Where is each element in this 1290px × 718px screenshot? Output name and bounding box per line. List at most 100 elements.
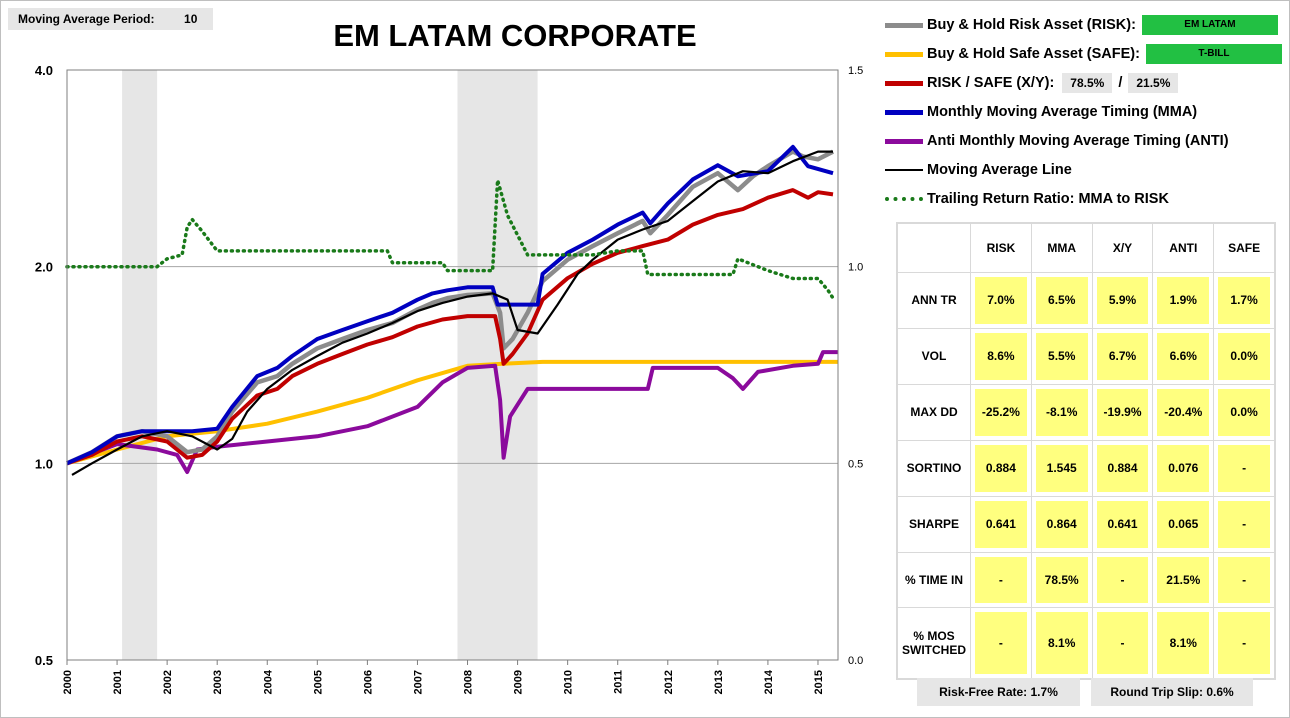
risk-swatch	[885, 22, 923, 28]
risk-asset-tag[interactable]: EM LATAM	[1141, 15, 1278, 35]
series-line-safe	[66, 359, 838, 466]
stats-cell: 0.0%	[1218, 388, 1270, 436]
stats-row-label: % MOS SWITCHED	[897, 607, 971, 679]
series-line-x-y	[66, 188, 834, 466]
legend-ratio-label: Trailing Return Ratio: MMA to RISK	[927, 191, 1169, 207]
stats-cell-td: 6.5%	[1030, 272, 1093, 329]
x-tick-label: 2005	[312, 670, 324, 694]
stats-cell: 5.5%	[1035, 332, 1088, 380]
stats-cell-td: 6.7%	[1091, 327, 1154, 385]
stats-corner	[897, 223, 971, 273]
stats-cell: 8.1%	[1035, 612, 1088, 674]
series-line-anti	[66, 350, 838, 474]
stats-cell-td: 0.864	[1030, 495, 1093, 553]
stats-cell-td: 78.5%	[1030, 551, 1093, 609]
stats-cell-td: -	[1213, 607, 1275, 679]
legend-xy-label: RISK / SAFE (X/Y):	[927, 75, 1055, 91]
stats-cell-td: 5.5%	[1030, 327, 1093, 385]
plot-area	[67, 70, 838, 660]
legend-anti-label: Anti Monthly Moving Average Timing (ANTI…	[927, 133, 1229, 149]
stats-cell: -25.2%	[975, 388, 1027, 436]
stats-cell-td: 0.065	[1152, 495, 1215, 553]
x-tick-label: 2011	[613, 670, 625, 694]
legend-ma: Moving Average Line	[885, 159, 1072, 181]
xy-safe-weight[interactable]: 21.5%	[1128, 73, 1179, 93]
x-tick-label: 2000	[62, 670, 74, 694]
stats-cell: 8.6%	[975, 332, 1027, 380]
legend-risk: Buy & Hold Risk Asset (RISK): EM LATAM	[885, 14, 1278, 36]
stats-cell-td: 0.884	[1091, 439, 1154, 497]
stats-cell: 78.5%	[1035, 556, 1088, 604]
moving-average-period: Moving Average Period: 10	[8, 8, 213, 30]
stats-row: SORTINO 0.884 1.545 0.884 0.076-	[897, 439, 1275, 497]
x-tick-label: 2012	[663, 670, 675, 694]
stats-cell-td: 5.9%	[1091, 272, 1154, 329]
stats-col-header: SAFE	[1213, 223, 1275, 273]
anti-swatch	[885, 138, 923, 144]
stats-col-header: RISK	[970, 223, 1032, 273]
y-left-tick-label: 4.0	[35, 63, 53, 78]
stats-col-header: X/Y	[1091, 223, 1154, 273]
stats-cell: 0.0%	[1218, 332, 1270, 380]
stats-col-header: MMA	[1030, 223, 1093, 273]
safe-swatch	[885, 51, 923, 57]
stats-cell-td: 1.7%	[1213, 272, 1275, 329]
stats-row: % TIME IN -78.5% -21.5% -	[897, 551, 1275, 609]
stats-cell-td: -20.4%	[1152, 383, 1215, 441]
stats-cell: 1.9%	[1157, 277, 1210, 324]
y-left-tick-label: 0.5	[35, 653, 53, 668]
stats-cell: 0.864	[1035, 500, 1088, 548]
stats-row-label: VOL	[897, 327, 971, 385]
legend-anti: Anti Monthly Moving Average Timing (ANTI…	[885, 130, 1229, 152]
stats-cell-td: -	[1213, 495, 1275, 553]
stats-cell: 8.1%	[1157, 612, 1210, 674]
stats-row: % MOS SWITCHED -8.1% -8.1% -	[897, 607, 1275, 679]
y-left-tick-label: 1.0	[35, 456, 53, 471]
stats-header-row: RISK MMA X/Y ANTI SAFE	[897, 223, 1275, 273]
legend-ma-label: Moving Average Line	[927, 162, 1072, 178]
legend-xy: RISK / SAFE (X/Y): 78.5% / 21.5%	[885, 72, 1179, 94]
ma-swatch	[885, 169, 923, 171]
stats-cell: 5.9%	[1096, 277, 1149, 324]
stats-cell-td: -	[970, 607, 1032, 679]
x-tick-label: 2008	[463, 670, 475, 694]
stats-cell: 0.884	[975, 444, 1027, 492]
stats-row: ANN TR 7.0% 6.5% 5.9% 1.9% 1.7%	[897, 272, 1275, 329]
stats-row: VOL 8.6% 5.5% 6.7% 6.6% 0.0%	[897, 327, 1275, 385]
safe-asset-tag[interactable]: T-BILL	[1145, 44, 1282, 64]
legend-risk-label: Buy & Hold Risk Asset (RISK):	[927, 17, 1136, 33]
y-left-tick-label: 2.0	[35, 260, 53, 275]
y-right-tick-label: 0.0	[848, 655, 863, 667]
x-tick-label: 2006	[362, 670, 374, 694]
xy-risk-weight[interactable]: 78.5%	[1062, 73, 1113, 93]
stats-cell-td: 0.0%	[1213, 327, 1275, 385]
stats-cell: -	[975, 612, 1027, 674]
legend-ratio: Trailing Return Ratio: MMA to RISK	[885, 188, 1169, 210]
moving-average-value[interactable]: 10	[184, 12, 198, 26]
ratio-swatch	[885, 197, 923, 201]
stats-cell: 21.5%	[1157, 556, 1210, 604]
stats-cell: 0.641	[1096, 500, 1149, 548]
stats-cell-td: 8.1%	[1030, 607, 1093, 679]
y-right-tick-label: 1.0	[848, 262, 863, 274]
moving-average-label: Moving Average Period:	[18, 12, 155, 26]
stats-cell: 0.884	[1096, 444, 1149, 492]
x-tick-label: 2003	[212, 670, 224, 694]
legend-safe-label: Buy & Hold Safe Asset (SAFE):	[927, 46, 1140, 62]
stats-row: SHARPE 0.641 0.864 0.641 0.065-	[897, 495, 1275, 553]
stats-col-header: ANTI	[1152, 223, 1215, 273]
mma-swatch	[885, 109, 923, 115]
stats-cell-td: -	[970, 551, 1032, 609]
x-tick-label: 2002	[162, 670, 174, 694]
xy-separator: /	[1118, 75, 1123, 91]
stats-cell-td: 0.076	[1152, 439, 1215, 497]
stats-cell-td: 21.5%	[1152, 551, 1215, 609]
series-line-mma	[66, 144, 834, 466]
chart-title: EM LATAM CORPORATE	[333, 18, 697, 53]
stats-row-label: MAX DD	[897, 383, 971, 441]
stats-cell: 6.6%	[1157, 332, 1210, 380]
stats-cell-td: -8.1%	[1030, 383, 1093, 441]
x-tick-label: 2001	[112, 670, 124, 694]
stats-cell: -	[1218, 612, 1270, 674]
x-tick-label: 2007	[412, 670, 424, 694]
